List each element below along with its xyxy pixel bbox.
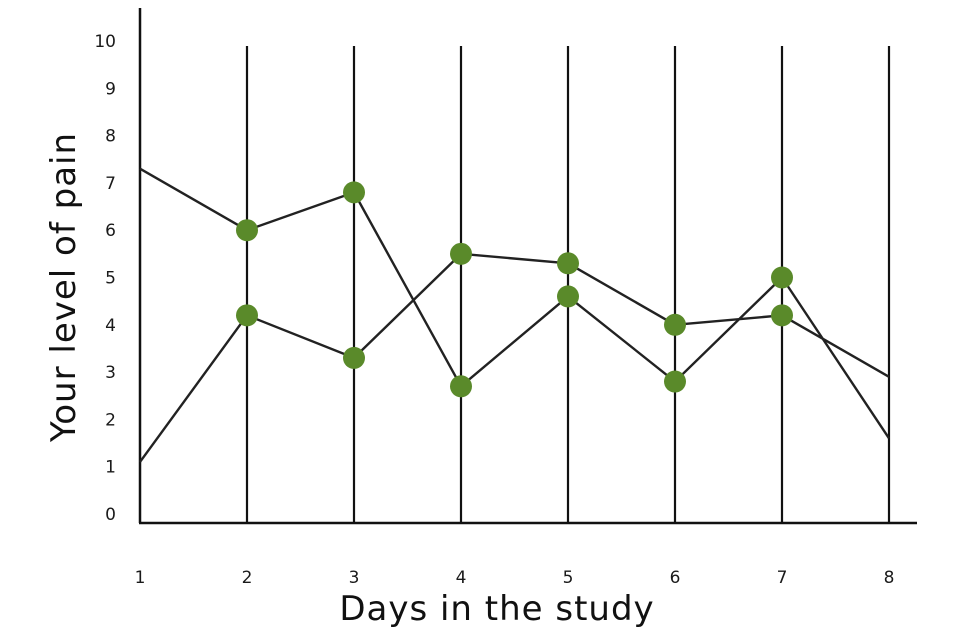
series-2-point-3 [343, 346, 365, 369]
series-1-point-6 [664, 370, 686, 393]
y-tick-label-7: 7 [105, 174, 116, 194]
series-2-point-5 [557, 252, 579, 275]
y-tick-label-10: 10 [94, 32, 116, 52]
vertical-gridlines [245, 46, 891, 523]
x-tick-label-1: 1 [135, 568, 146, 588]
x-tick-label-3: 3 [349, 568, 360, 588]
y-tick-label-8: 8 [105, 127, 116, 147]
series-2-line [139, 252, 890, 463]
series-1-line [139, 167, 890, 439]
y-tick-label-4: 4 [105, 316, 116, 336]
x-tick-label-5: 5 [563, 568, 574, 588]
series-2-point-4 [450, 242, 472, 265]
series-2-point-7 [771, 304, 793, 327]
x-tick-label-4: 4 [456, 568, 467, 588]
y-axis-title: Your level of pain [44, 132, 84, 443]
series-2-point-6 [664, 313, 686, 336]
y-tick-label-5: 5 [105, 269, 116, 289]
axes [138, 8, 917, 525]
y-tick-label-3: 3 [105, 363, 116, 383]
x-axis-title: Days in the study [339, 589, 654, 629]
x-tick-label-2: 2 [242, 568, 253, 588]
series-1-point-5 [557, 285, 579, 308]
series-group [139, 167, 890, 463]
series-1-point-7 [771, 266, 793, 289]
y-tick-labels: 0 1 2 3 4 5 6 7 8 9 10 [94, 32, 116, 525]
y-tick-label-2: 2 [105, 410, 116, 430]
series-1-point-2 [236, 219, 258, 242]
x-tick-labels: 1 2 3 4 5 6 7 8 [135, 568, 895, 588]
y-tick-label-0: 0 [105, 505, 116, 525]
series-1-point-3 [343, 181, 365, 204]
x-tick-label-8: 8 [884, 568, 895, 588]
x-tick-label-6: 6 [670, 568, 681, 588]
series-1-point-4 [450, 375, 472, 398]
y-tick-label-1: 1 [105, 458, 116, 478]
series-2-point-2 [236, 304, 258, 327]
y-tick-label-6: 6 [105, 221, 116, 241]
x-tick-label-7: 7 [777, 568, 788, 588]
y-tick-label-9: 9 [105, 79, 116, 99]
